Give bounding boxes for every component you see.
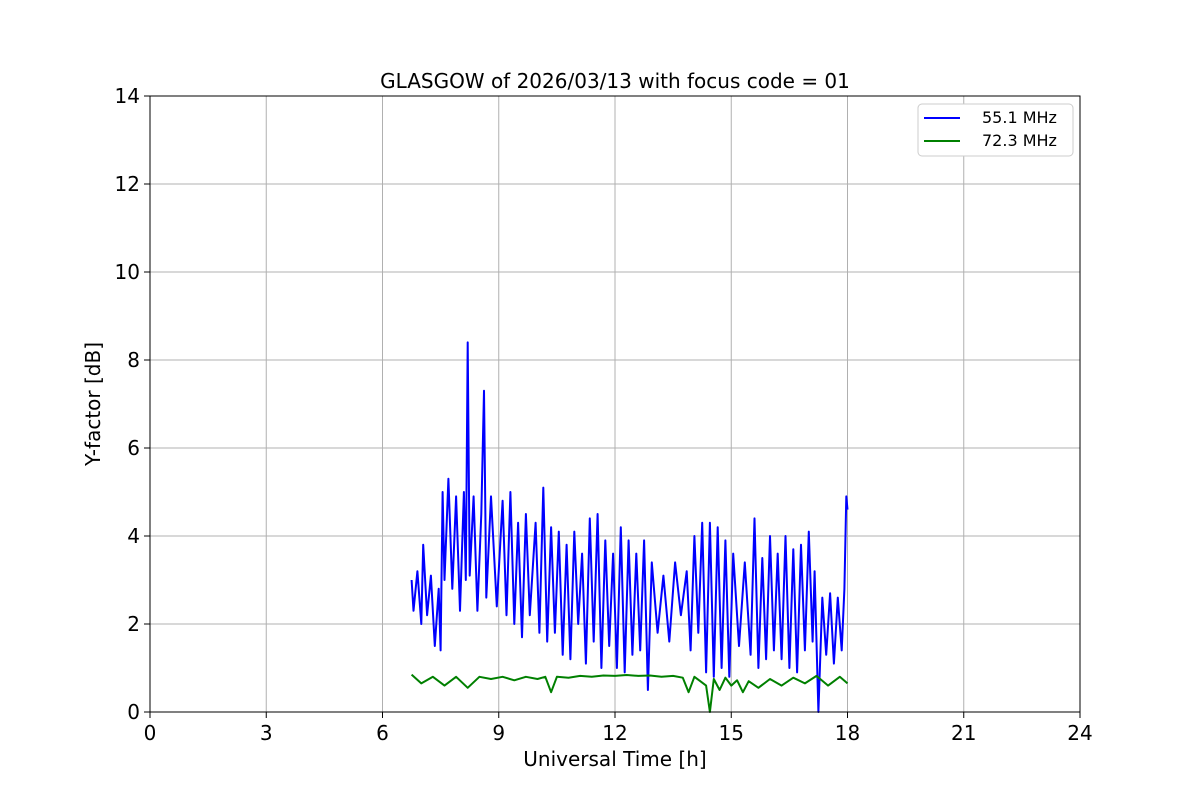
y-tick-label: 6 <box>127 436 140 460</box>
x-tick-label: 6 <box>376 721 389 745</box>
series-layer <box>410 341 849 713</box>
series-line-1 <box>410 673 849 713</box>
x-tick-label: 24 <box>1067 721 1092 745</box>
y-tick-label: 4 <box>127 524 140 548</box>
legend: 55.1 MHz 72.3 MHz <box>917 103 1074 157</box>
chart-title: GLASGOW of 2026/03/13 with focus code = … <box>380 69 850 93</box>
y-tick-label: 8 <box>127 348 140 372</box>
x-tick-label: 21 <box>951 721 976 745</box>
legend-label-0: 55.1 MHz <box>982 108 1057 127</box>
series-line-0 <box>410 341 849 713</box>
y-tick-label: 14 <box>115 84 140 108</box>
x-tick-label: 3 <box>260 721 273 745</box>
y-tick-label: 0 <box>127 700 140 724</box>
legend-label-1: 72.3 MHz <box>982 131 1057 150</box>
y-axis-label: Y-factor [dB] <box>81 342 105 467</box>
y-tick-label: 10 <box>115 260 140 284</box>
x-tick-label: 9 <box>492 721 505 745</box>
x-axis-label: Universal Time [h] <box>523 747 706 771</box>
x-tick-label: 12 <box>602 721 627 745</box>
y-tick-label: 2 <box>127 612 140 636</box>
y-tick-label: 12 <box>115 172 140 196</box>
x-tick-label: 18 <box>835 721 860 745</box>
x-tick-label: 15 <box>719 721 744 745</box>
x-tick-label: 0 <box>144 721 157 745</box>
